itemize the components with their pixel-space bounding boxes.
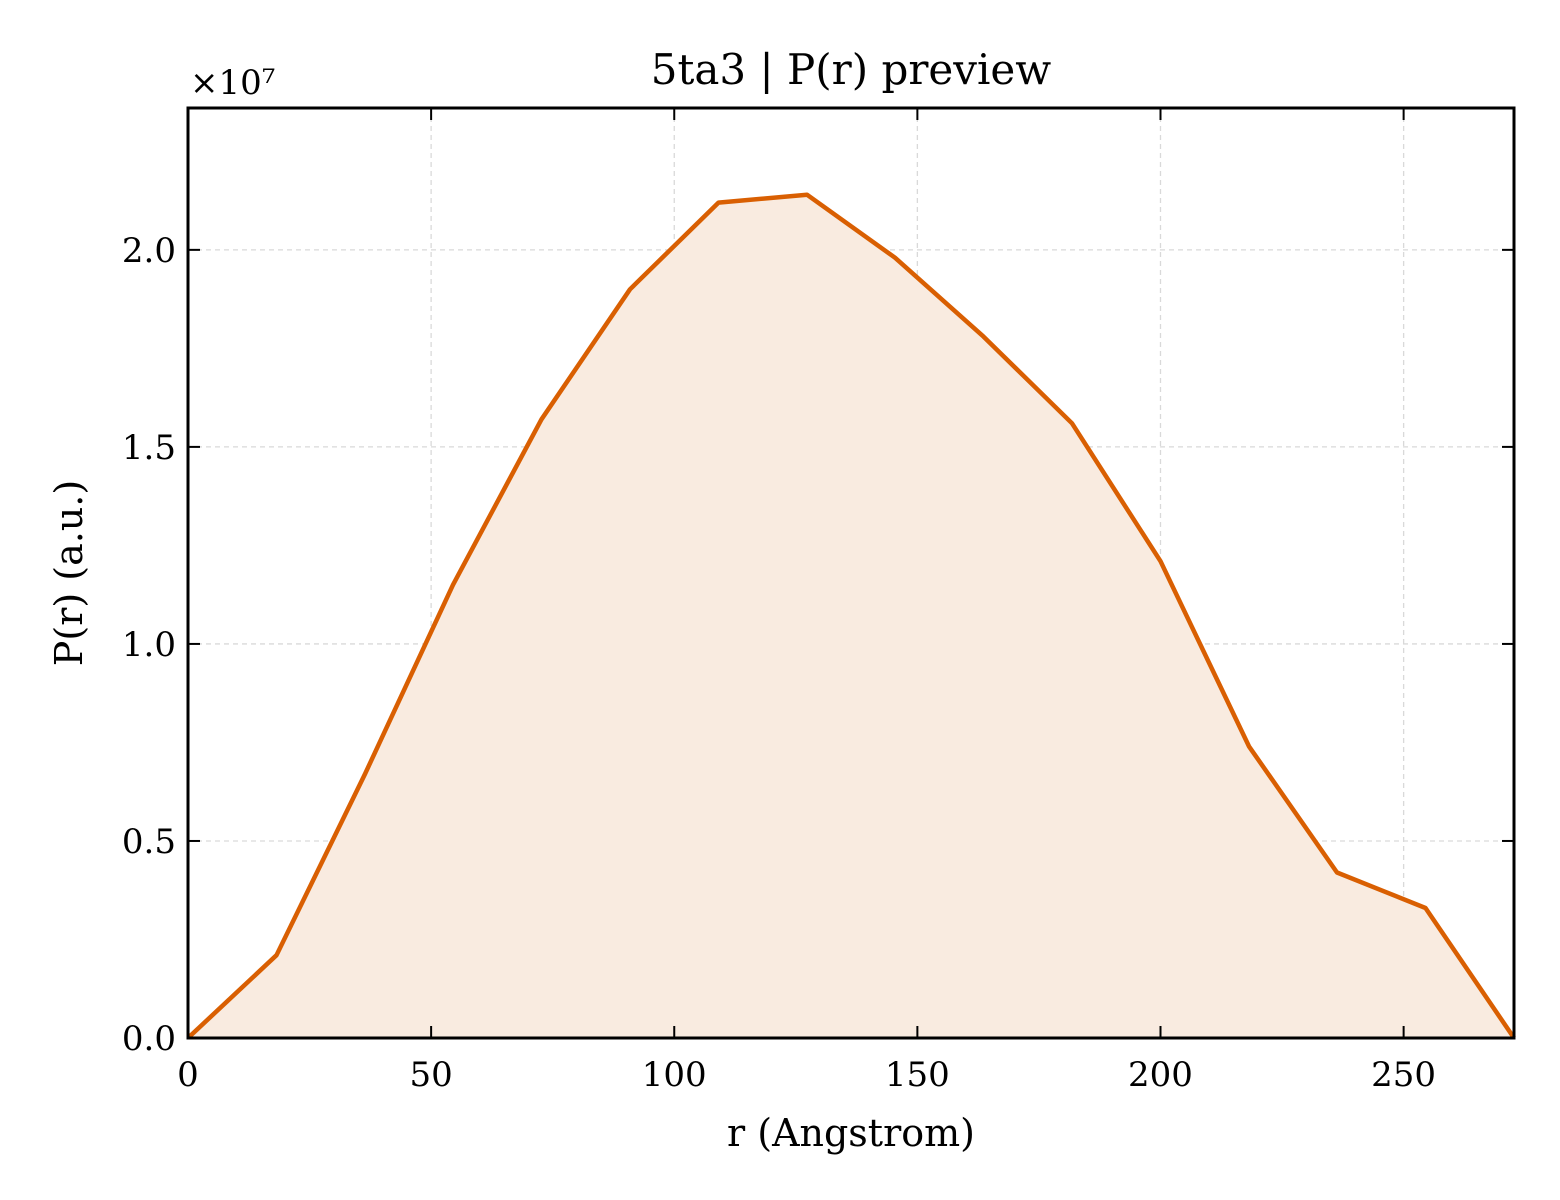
x-tick-label: 250	[1371, 1055, 1436, 1095]
y-tick-label: 2.0	[122, 231, 176, 271]
x-tick-label: 150	[885, 1055, 950, 1095]
axis-ticks: 0 50 100 150 200 250 0.0 0.5 1.0 1.5 2.0	[122, 108, 1514, 1095]
y-tick-label: 0.5	[122, 822, 176, 862]
x-tick-label: 200	[1128, 1055, 1193, 1095]
plot-frame	[186, 106, 1516, 1040]
y-tick-label: 1.5	[122, 428, 176, 468]
x-tick-label: 0	[177, 1055, 199, 1095]
x-tick-label: 100	[642, 1055, 707, 1095]
series-line	[186, 192, 1516, 1040]
x-tick-label: 50	[409, 1055, 452, 1095]
y-axis-multiplier: ×10⁷	[190, 63, 275, 103]
y-axis-label: P(r) (a.u.)	[47, 480, 91, 666]
chart-title: 5ta3 | P(r) preview	[651, 45, 1052, 94]
series-area-fill	[188, 194, 1514, 1038]
y-tick-label: 0.0	[122, 1019, 176, 1059]
x-axis-label: r (Angstrom)	[727, 1111, 975, 1155]
y-tick-label: 1.0	[122, 625, 176, 665]
